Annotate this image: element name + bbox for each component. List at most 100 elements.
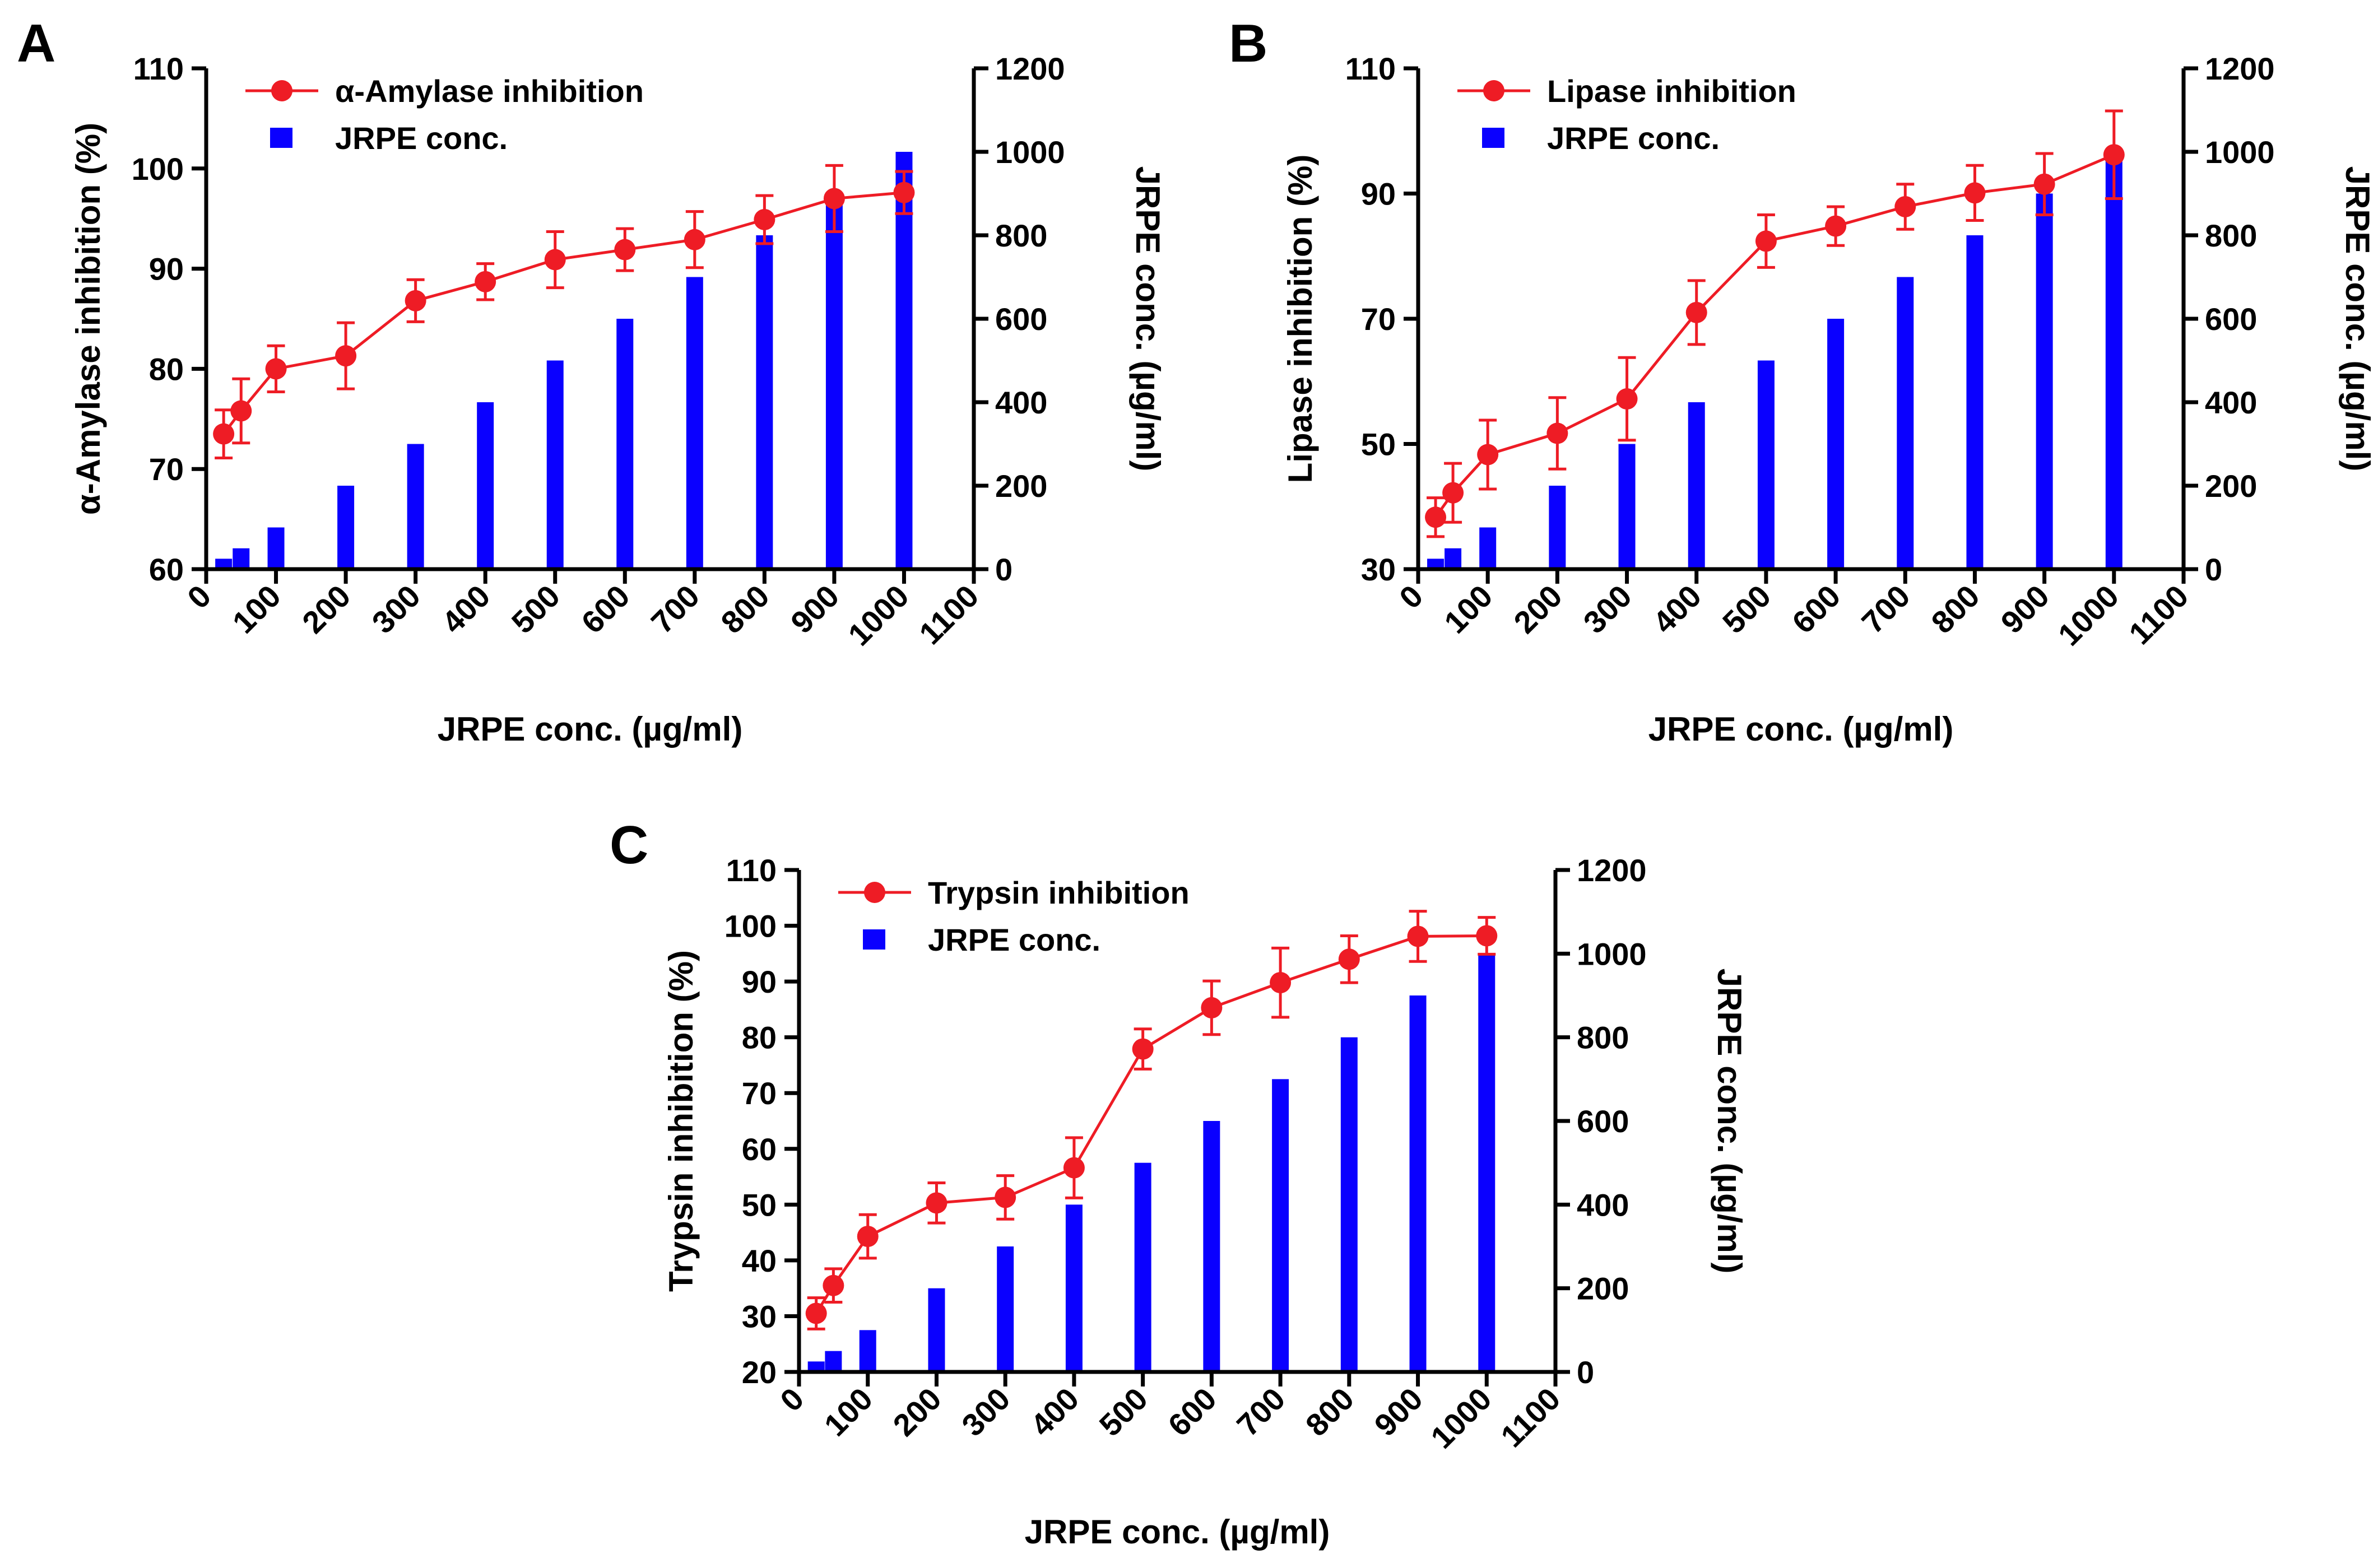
data-point: [1964, 182, 1986, 204]
legend-line-label: Lipase inhibition: [1547, 73, 1796, 109]
data-point: [684, 229, 705, 250]
data-point: [805, 1302, 827, 1324]
series-line: [1434, 153, 2115, 518]
x-tick-label: 600: [1785, 578, 1847, 640]
legend-bar-swatch: [270, 128, 292, 148]
y-right-tick-label: 1200: [995, 51, 1065, 86]
data-point: [2103, 144, 2125, 166]
y-right-tick-label: 1000: [2205, 134, 2275, 170]
y-right-tick-label: 0: [995, 552, 1012, 587]
y-left-tick-label: 60: [149, 552, 184, 587]
x-tick-label: 200: [886, 1381, 948, 1443]
x-tick-label: 200: [1507, 578, 1569, 640]
y-right-axis-label: JRPE conc. (µg/ml): [1129, 166, 1167, 472]
chart-panel-b: 0 100 200 300 400 500 600 700 800 900100011003050…: [1229, 13, 2376, 748]
bar: [1409, 995, 1427, 1372]
y-right-tick-label: 0: [2205, 552, 2222, 587]
y-left-tick-label: 30: [742, 1299, 777, 1334]
bar: [1272, 1079, 1289, 1372]
series-line: [815, 934, 1487, 1314]
x-tick-label: 100: [1437, 578, 1499, 640]
bar: [1134, 1162, 1151, 1372]
bar: [1688, 402, 1705, 569]
data-point: [1201, 997, 1223, 1018]
y-left-tick-label: 100: [132, 151, 184, 187]
y-left-tick-label: 90: [742, 964, 777, 999]
bar: [477, 402, 494, 569]
x-tick-label: 300: [365, 578, 428, 640]
data-point: [1825, 215, 1847, 237]
x-tick-label: 1000: [841, 578, 916, 653]
y-left-tick-label: 110: [726, 853, 777, 888]
x-tick-label: 0: [773, 1381, 811, 1418]
y-right-axis-label: JRPE conc. (µg/ml): [1711, 969, 1748, 1274]
y-left-axis-label: Lipase inhibition (%): [1281, 155, 1319, 483]
bar: [1065, 1204, 1083, 1372]
bar: [825, 193, 843, 569]
x-tick-label: 700: [1230, 1381, 1292, 1443]
panel-label: C: [610, 815, 648, 875]
bar: [1757, 360, 1775, 569]
legend-point-swatch: [864, 882, 885, 903]
data-point: [335, 345, 357, 367]
x-tick-label: 500: [505, 578, 567, 640]
chart-panel-c: 0 100 200 300 400 500 600 700 800 900100011002030…: [610, 815, 1748, 1551]
x-tick-label: 100: [818, 1381, 880, 1443]
legend-bar-label: JRPE conc.: [928, 922, 1100, 957]
y-left-axis-label: α-Amylase inhibition (%): [69, 123, 107, 515]
y-left-tick-label: 50: [742, 1187, 777, 1222]
y-left-tick-label: 60: [742, 1132, 777, 1167]
data-point: [1425, 506, 1447, 528]
y-left-tick-label: 70: [742, 1076, 777, 1111]
series-line: [222, 191, 904, 435]
x-tick-label: 100: [225, 578, 287, 640]
data-point: [893, 182, 915, 203]
x-tick-label: 700: [644, 578, 707, 640]
bar: [895, 152, 913, 569]
data-point: [1476, 925, 1498, 947]
chart-panel-a: 0 100 200 300 400 500 600 700 800 900100011006070…: [17, 13, 1167, 748]
bar: [616, 319, 634, 569]
data-point: [857, 1226, 879, 1248]
bar: [756, 235, 773, 569]
x-tick-label: 500: [1716, 578, 1778, 640]
y-left-tick-label: 20: [742, 1355, 777, 1390]
data-point: [1270, 972, 1292, 994]
bar: [407, 444, 424, 569]
bar: [997, 1246, 1014, 1372]
data-point: [1755, 230, 1777, 252]
x-tick-label: 800: [714, 578, 776, 640]
bar: [1897, 277, 1914, 569]
y-right-tick-label: 600: [2205, 301, 2257, 337]
bar: [825, 1351, 842, 1372]
x-tick-label: 1100: [1494, 1381, 1567, 1454]
y-right-tick-label: 200: [1577, 1271, 1629, 1306]
data-point: [1442, 482, 1464, 504]
x-tick-label: 800: [1924, 578, 1986, 640]
bar: [1479, 527, 1497, 569]
legend-bar-swatch: [1482, 128, 1504, 148]
x-tick-label: 1000: [2051, 578, 2126, 653]
bar: [337, 486, 355, 569]
x-tick-label: 900: [1994, 578, 2056, 640]
data-point: [1894, 196, 1916, 217]
x-tick-label: 700: [1855, 578, 1917, 640]
legend-bar-label: JRPE conc.: [335, 120, 508, 156]
bar: [1340, 1037, 1358, 1372]
y-right-tick-label: 400: [2205, 385, 2257, 420]
bar: [1427, 559, 1445, 569]
data-point: [544, 249, 566, 271]
y-right-tick-label: 800: [1577, 1020, 1629, 1055]
x-tick-label: 0: [1392, 578, 1430, 616]
bar: [686, 277, 703, 569]
y-right-tick-label: 200: [995, 468, 1047, 504]
y-left-tick-label: 70: [149, 452, 184, 487]
y-right-tick-label: 1200: [2205, 51, 2275, 86]
bar: [2036, 193, 2053, 569]
x-tick-label: 500: [1093, 1381, 1155, 1443]
x-tick-label: 800: [1299, 1381, 1361, 1443]
legend-point-swatch: [271, 80, 292, 101]
x-tick-label: 1100: [912, 578, 985, 651]
x-tick-label: 400: [435, 578, 497, 640]
